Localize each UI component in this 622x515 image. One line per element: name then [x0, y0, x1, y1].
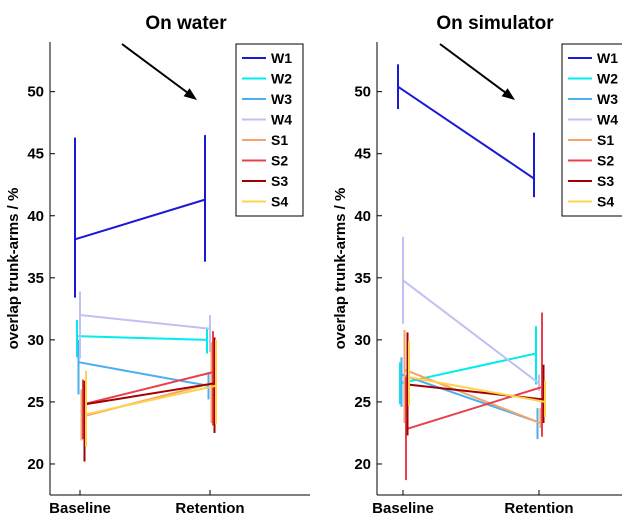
series-line: [404, 368, 541, 424]
x-tick-label: Baseline: [49, 500, 111, 515]
series-line: [399, 352, 537, 385]
legend-label: S1: [271, 132, 288, 148]
y-tick-label: 20: [354, 456, 371, 473]
y-tick-label: 30: [27, 332, 44, 349]
y-tick-label: 50: [27, 84, 44, 101]
legend-item: W2: [568, 71, 618, 87]
series-line: [78, 361, 209, 387]
legend-label: W2: [271, 71, 292, 87]
trend-arrow-head: [183, 88, 197, 100]
series-line: [79, 314, 211, 330]
legend-item: W1: [242, 50, 292, 66]
y-tick-label: 20: [27, 456, 44, 473]
x-tick-label: Baseline: [372, 500, 434, 515]
legend-item: S2: [242, 153, 288, 169]
series-w4: [79, 291, 211, 359]
legend-label: W1: [597, 50, 618, 66]
y-tick-label: 45: [354, 146, 371, 163]
legend-label: W3: [271, 91, 292, 107]
legend-label: W4: [597, 112, 618, 128]
legend-box: [561, 43, 622, 217]
legend-item: W3: [242, 91, 292, 107]
panel-on-water: On water 20 25 30 35 40 45 50 Baseline Retention o…: [5, 13, 310, 515]
legend-label: S4: [271, 194, 288, 210]
y-axis-label: overlap trunk-arms / %: [332, 188, 349, 350]
legend-item: S1: [568, 132, 614, 148]
legend-item: W3: [568, 91, 618, 107]
series-s1: [403, 329, 542, 428]
series-s2: [82, 331, 214, 440]
series-w1: [74, 135, 206, 298]
series-w2: [399, 326, 537, 405]
series-line: [76, 335, 208, 341]
y-tick-label: 25: [27, 394, 44, 411]
x-tick-label: Retention: [504, 500, 573, 515]
legend-box: [235, 43, 304, 217]
legend-label: W2: [597, 71, 618, 87]
series-s4: [408, 341, 546, 417]
legend-item: S2: [568, 153, 614, 169]
trend-arrow-shaft: [121, 43, 193, 97]
legend: W1 W2 W3 W4 S1 S2 S3 S4: [561, 43, 622, 217]
legend-item: S1: [242, 132, 288, 148]
series-line: [402, 279, 540, 385]
legend-item: S4: [242, 194, 288, 210]
series-s2: [405, 312, 543, 481]
y-tick-label: 50: [354, 84, 371, 101]
trend-arrow-head: [501, 88, 515, 100]
legend-item: S3: [568, 173, 614, 189]
legend-label: W3: [597, 91, 618, 107]
series-w3: [400, 357, 539, 440]
series-w2: [76, 320, 208, 358]
legend-item: W4: [242, 112, 292, 128]
series-line: [84, 382, 215, 406]
legend-label: W1: [271, 50, 292, 66]
y-axis-label: overlap trunk-arms / %: [5, 188, 22, 350]
series-w3: [77, 339, 210, 400]
series-line: [397, 85, 535, 180]
x-tick-label: Retention: [175, 500, 244, 515]
panel-title: On water: [145, 13, 227, 34]
legend-label: S1: [597, 132, 614, 148]
y-tick-label: 25: [354, 394, 371, 411]
legend-label: S2: [597, 153, 614, 169]
legend-item: S4: [568, 194, 614, 210]
series-line: [85, 384, 217, 416]
legend-item: W4: [568, 112, 618, 128]
legend-item: W1: [568, 50, 618, 66]
y-tick-label: 45: [27, 146, 44, 163]
series-w1: [397, 64, 535, 198]
legend-label: S3: [597, 173, 614, 189]
series-line: [74, 198, 206, 241]
y-tick-label: 30: [354, 332, 371, 349]
legend-label: S3: [271, 173, 288, 189]
legend-label: S4: [597, 194, 614, 210]
legend-item: S3: [242, 173, 288, 189]
legend-label: W4: [271, 112, 292, 128]
panel-on-simulator: On simulator 20 25 30 35 40 45 50 Baseline Retent…: [332, 13, 622, 515]
series-line: [82, 371, 214, 406]
y-tick-label: 40: [27, 208, 44, 225]
legend-item: W2: [242, 71, 292, 87]
trend-arrow-shaft: [439, 43, 511, 97]
panel-title: On simulator: [436, 13, 554, 34]
series-line: [408, 376, 546, 403]
y-tick-label: 35: [354, 270, 371, 287]
legend-label: S2: [271, 153, 288, 169]
legend: W1 W2 W3 W4 S1 S2 S3 S4: [235, 43, 304, 217]
y-tick-label: 40: [354, 208, 371, 225]
y-tick-label: 35: [27, 270, 44, 287]
series-line: [405, 386, 543, 431]
series-s4: [85, 339, 217, 447]
